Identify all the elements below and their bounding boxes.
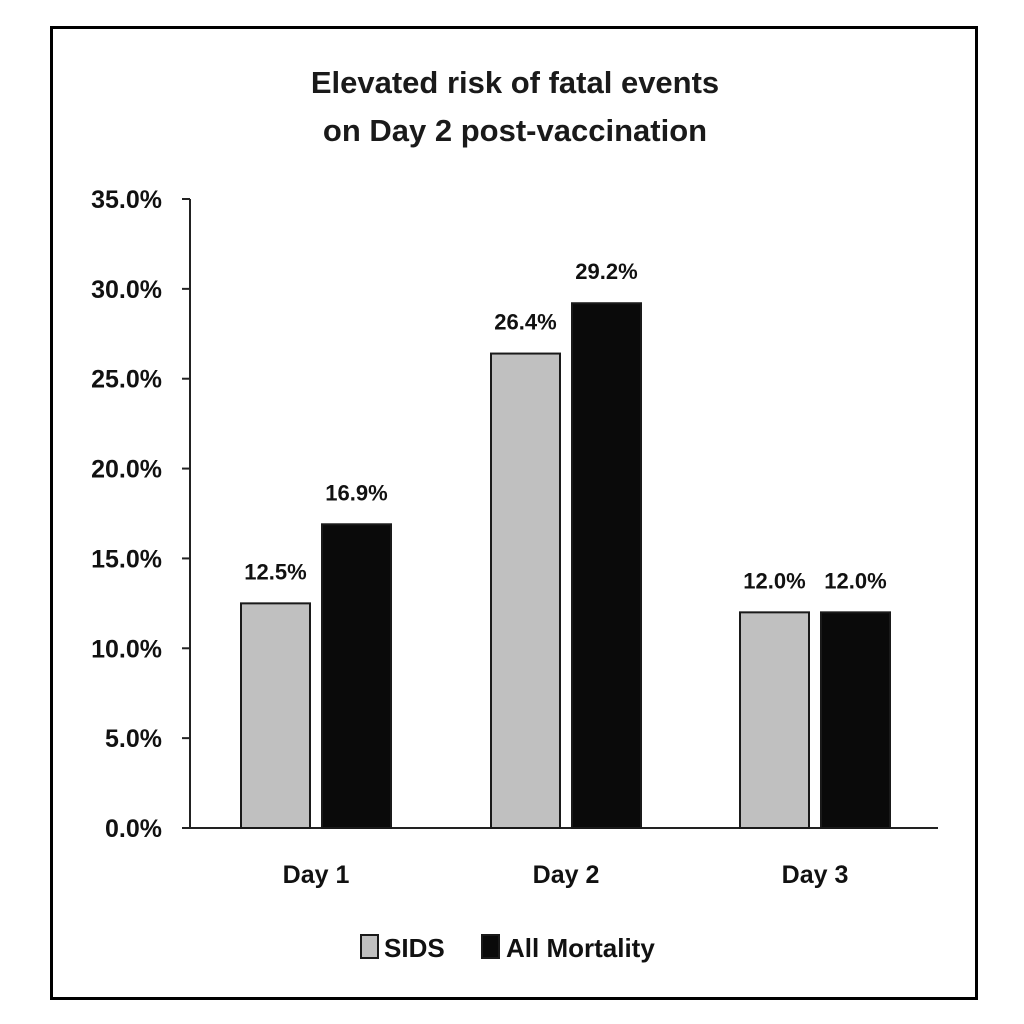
chart-title: Elevated risk of fatal events on Day 2 p… xyxy=(311,65,719,148)
legend-swatch xyxy=(360,934,379,959)
legend-label: All Mortality xyxy=(506,933,655,963)
data-label: 12.0% xyxy=(824,568,886,593)
x-tick-label: Day 3 xyxy=(782,861,849,889)
data-label: 16.9% xyxy=(325,480,387,505)
bar-all-mortality xyxy=(820,611,891,829)
data-label: 26.4% xyxy=(494,310,556,335)
data-label: 12.0% xyxy=(743,568,805,593)
legend: SIDS All Mortality xyxy=(360,933,655,963)
y-tick-label: 30.0% xyxy=(91,276,162,304)
bar-sids xyxy=(490,352,561,829)
bar-sids xyxy=(739,611,810,829)
y-tick-label: 25.0% xyxy=(91,366,162,394)
y-tick-label: 20.0% xyxy=(91,456,162,484)
chart-title-line-1: Elevated risk of fatal events xyxy=(311,65,719,100)
chart-title-line-2: on Day 2 post-vaccination xyxy=(323,113,707,148)
bar-all-mortality xyxy=(571,302,642,829)
data-label: 29.2% xyxy=(575,259,637,284)
bar-all-mortality xyxy=(321,523,392,829)
legend-swatch xyxy=(481,934,500,959)
bars xyxy=(240,302,891,829)
data-labels: 12.5% 26.4% 12.0% 16.9% 29.2% 12.0% xyxy=(244,259,886,593)
legend-label: SIDS xyxy=(384,933,445,963)
y-axis: 0.0% 5.0% 10.0% 15.0% 20.0% 25.0% 30.0% 35.0% xyxy=(91,186,191,843)
y-tick-label: 15.0% xyxy=(91,545,162,573)
x-axis: Day 1 Day 2 Day 3 xyxy=(190,827,938,889)
y-tick-label: 5.0% xyxy=(105,725,162,753)
y-tick-label: 10.0% xyxy=(91,635,162,663)
x-tick-label: Day 2 xyxy=(533,861,600,889)
y-tick-label: 35.0% xyxy=(91,186,162,214)
x-tick-label: Day 1 xyxy=(283,861,350,889)
data-label: 12.5% xyxy=(244,559,306,584)
bar-sids xyxy=(240,602,311,829)
y-tick-label: 0.0% xyxy=(105,815,162,843)
